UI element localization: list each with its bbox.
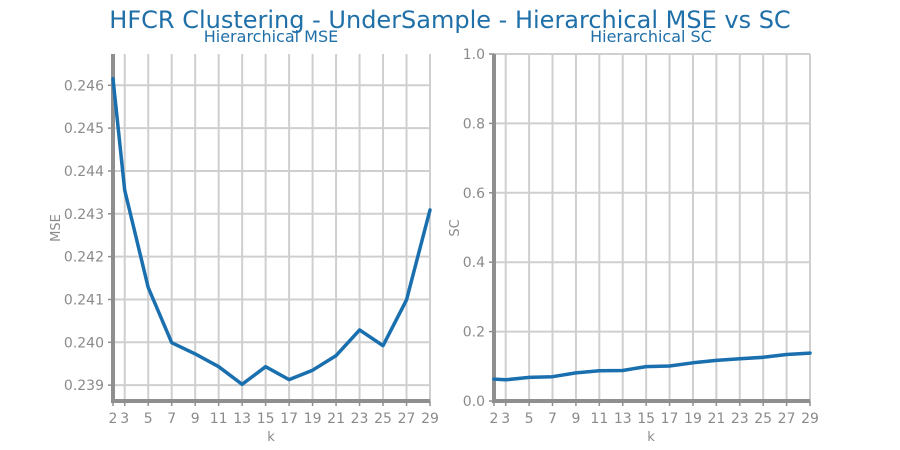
sc-x-tick-label: 21 — [707, 411, 725, 427]
mse-x-tick-label: 19 — [304, 411, 322, 427]
mse-x-tick-label: 29 — [421, 411, 439, 427]
figure-title: HFCR Clustering - UnderSample - Hierarch… — [109, 6, 790, 34]
mse-y-tick-label: 0.240 — [64, 335, 104, 351]
mse-x-tick-label: 17 — [280, 411, 298, 427]
sc-x-tick-label: 15 — [637, 411, 655, 427]
sc-y-tick-label: 1.0 — [463, 47, 485, 63]
sc-grid — [493, 53, 811, 402]
sc-x-tick-label: 2 — [490, 411, 499, 427]
mse-x-tick-label: 9 — [191, 411, 200, 427]
mse-x-tick-label: 15 — [257, 411, 275, 427]
sc-y-axis-label: SC — [448, 219, 463, 236]
mse-x-tick-label: 21 — [327, 411, 345, 427]
mse-x-tick-label: 23 — [351, 411, 369, 427]
sc-x-tick-label: 17 — [661, 411, 679, 427]
sc-series — [492, 351, 812, 382]
mse-y-tick-label: 0.241 — [64, 292, 104, 308]
sc-subplot: Hierarchical SC k SC 2 3 5 7 9 11 13 15 17 19 21 23… — [448, 27, 819, 445]
mse-x-tick-label: 25 — [374, 411, 392, 427]
mse-x-tick-label: 11 — [210, 411, 228, 427]
sc-x-tick-label: 3 — [501, 411, 510, 427]
sc-x-tick-label: 27 — [778, 411, 796, 427]
mse-x-tick-label: 5 — [144, 411, 153, 427]
sc-y-tick-label: 0.8 — [463, 116, 485, 132]
mse-grid — [112, 54, 431, 401]
sc-x-tick-label: 13 — [614, 411, 632, 427]
sc-y-tick-label: 0.0 — [463, 394, 485, 410]
mse-y-axis-label: MSE — [49, 214, 64, 242]
mse-x-tick-label: 13 — [233, 411, 251, 427]
sc-x-tick-label: 7 — [548, 411, 557, 427]
mse-series — [111, 77, 432, 387]
mse-x-axis-label: k — [267, 430, 275, 445]
mse-x-tick-label: 27 — [398, 411, 416, 427]
sc-x-tick-label: 11 — [590, 411, 608, 427]
mse-series-line — [111, 77, 432, 387]
sc-x-tick-label: 9 — [571, 411, 580, 427]
sc-x-tick-label: 23 — [731, 411, 749, 427]
sc-x-tick-label: 25 — [754, 411, 772, 427]
mse-chart-title: Hierarchical MSE — [204, 27, 339, 46]
mse-axes-spines — [111, 54, 430, 403]
sc-y-tick-label: 0.6 — [463, 186, 485, 202]
mse-x-tick-label: 2 — [109, 411, 118, 427]
sc-axes-spines — [492, 54, 810, 403]
sc-y-tick-label: 0.4 — [463, 255, 485, 271]
mse-y-tick-label: 0.244 — [64, 164, 104, 180]
sc-y-tick-label: 0.2 — [463, 325, 485, 341]
mse-y-tick-label: 0.246 — [64, 78, 104, 94]
mse-x-tick-label: 3 — [120, 411, 129, 427]
mse-subplot: Hierarchical MSE k MSE 2 3 5 7 9 11 13 15 17 19 21… — [49, 27, 439, 445]
sc-x-tick-label: 29 — [801, 411, 819, 427]
mse-y-tick-label: 0.239 — [64, 378, 104, 394]
sc-x-tick-label: 5 — [525, 411, 534, 427]
sc-ticks: 2 3 5 7 9 11 13 15 17 19 21 23 25 27 290.00.20.40.60.8… — [463, 47, 819, 427]
sc-series-line — [492, 351, 812, 382]
sc-x-axis-label: k — [647, 430, 655, 445]
mse-y-tick-label: 0.243 — [64, 207, 104, 223]
mse-y-tick-label: 0.245 — [64, 121, 104, 137]
sc-x-tick-label: 19 — [684, 411, 702, 427]
sc-chart-title: Hierarchical SC — [590, 27, 712, 46]
mse-ticks: 2 3 5 7 9 11 13 15 17 19 21 23 25 27 290.2390.2400.241… — [64, 78, 439, 427]
mse-y-tick-label: 0.242 — [64, 250, 104, 266]
mse-x-tick-label: 7 — [167, 411, 176, 427]
